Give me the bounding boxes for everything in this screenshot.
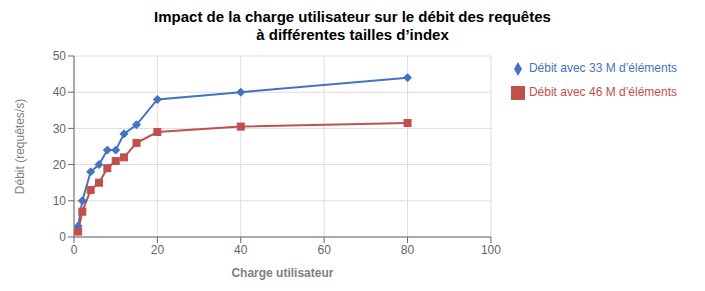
svg-text:10: 10 <box>53 194 67 208</box>
svg-text:20: 20 <box>53 158 67 172</box>
html-text:Impact de la charge utilisateu: Impact de la charge utilisateur sur le d… <box>154 8 551 25</box>
svg-text:0: 0 <box>59 230 66 244</box>
svg-text:40: 40 <box>234 243 248 257</box>
svg-text:100: 100 <box>481 243 501 257</box>
svg-text:40: 40 <box>53 85 67 99</box>
html-text:Débit avec 33 M d’éléments: Débit avec 33 M d’éléments <box>528 61 677 75</box>
svg-text:0: 0 <box>71 243 78 257</box>
svg-text:20: 20 <box>151 243 165 257</box>
svg-text:80: 80 <box>401 243 415 257</box>
html-text:à différentes tailles d’index: à différentes tailles d’index <box>256 26 449 43</box>
svg-text:Charge utilisateur: Charge utilisateur <box>231 266 333 280</box>
svg-text:60: 60 <box>317 243 331 257</box>
html-text:Débit avec 46 M d’éléments: Débit avec 46 M d’éléments <box>528 85 677 99</box>
svg-text:30: 30 <box>53 122 67 136</box>
svg-text:Débit (requêtes/s): Débit (requêtes/s) <box>13 99 27 194</box>
svg-text:50: 50 <box>53 49 67 63</box>
